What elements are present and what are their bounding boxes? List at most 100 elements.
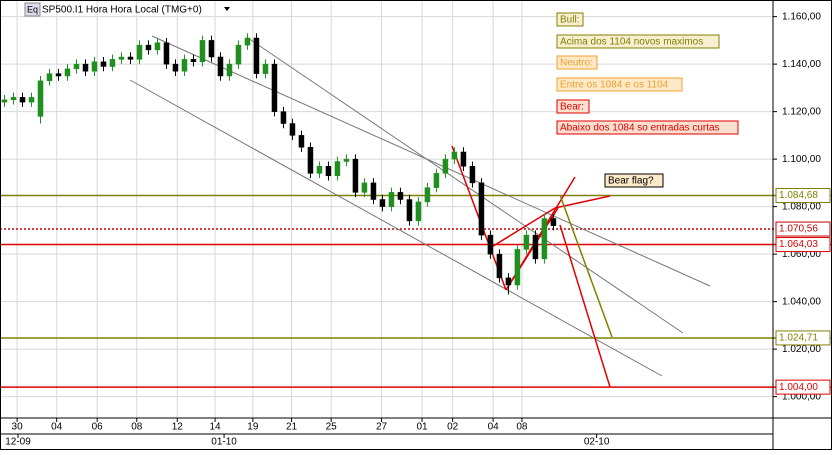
candle-body [361, 182, 368, 193]
candle-body [469, 166, 476, 184]
chart-title[interactable]: SP500.I1 Hora Hora Local (TMG+0) [42, 5, 202, 16]
x-tick-label: 27 [376, 422, 388, 433]
candle-body [262, 63, 269, 74]
candle-body [10, 97, 17, 100]
candles [1, 33, 557, 295]
y-tick-label: 1.080,00 [782, 201, 821, 212]
level-label-box [775, 237, 831, 253]
candle-body [460, 151, 467, 167]
candle-body [163, 42, 170, 65]
candle-body [181, 59, 188, 72]
candle-body [406, 199, 413, 222]
annotation-box [604, 173, 664, 188]
level-label: 1.070,56 [779, 224, 818, 235]
candle-body [280, 111, 287, 124]
candle-body [415, 201, 422, 222]
y-tick-label: 1.020,00 [782, 344, 821, 355]
axes: 1.000,00 1.020,00 1.040,00 1.060,00 1.080,00… [5, 11, 831, 448]
candle-body [298, 135, 305, 148]
candle-body [235, 44, 242, 65]
candle-body [442, 158, 449, 174]
symbol-icon[interactable] [24, 2, 41, 17]
candle-body [541, 218, 548, 260]
candle-body [325, 166, 332, 176]
candle-body [100, 61, 107, 67]
candle-body [397, 192, 404, 200]
annotation: Abaixo dos 1084 so entradas curtas [560, 123, 720, 134]
x-tick-label: 21 [286, 422, 298, 433]
candle-body [28, 97, 35, 103]
x-tick-label: 04 [51, 422, 63, 433]
candle-body [307, 147, 314, 174]
candle-body [505, 277, 512, 286]
candle-body [136, 44, 143, 60]
date-tick-label: 12-09 [5, 437, 31, 448]
x-tick-label: 19 [247, 422, 259, 433]
candle-body [172, 63, 179, 72]
annotation: Bear flag? [608, 176, 654, 187]
target-line [559, 194, 613, 338]
candle-body [199, 40, 206, 62]
candle-body [253, 37, 260, 74]
x-tick-label: 08 [516, 422, 528, 433]
candle-body [1, 99, 8, 103]
date-tick-label: 01-10 [211, 437, 237, 448]
candle-body [208, 40, 215, 58]
annotation: Bull: [560, 15, 579, 26]
candle-body [226, 63, 233, 77]
date-tick-label: 02-10 [584, 437, 610, 448]
candle-body [73, 63, 80, 70]
candle-body [343, 158, 350, 162]
y-tick-label: 1.040,00 [782, 296, 821, 307]
candle-body [91, 61, 98, 72]
annotation-box [556, 77, 683, 92]
level-label: 1.004,00 [779, 382, 818, 393]
candle-body [217, 56, 224, 77]
candle-body [118, 56, 125, 60]
candle-body [352, 158, 359, 193]
candle-body [289, 123, 296, 136]
annotation-box [556, 120, 739, 135]
annotation: Entre os 1084 e os 1104 [560, 80, 669, 91]
level-label: 1.084,68 [779, 190, 818, 201]
candle-body [55, 73, 62, 77]
y-tick-label: 1.120,00 [782, 106, 821, 117]
level-label: 1.024,71 [779, 333, 818, 344]
level-label-box [775, 188, 831, 204]
annotation-box [556, 34, 720, 49]
candle-body [451, 151, 458, 160]
level-label-box [775, 330, 831, 346]
candle-body [433, 173, 440, 188]
candle-body [316, 166, 323, 174]
y-tick-label: 1.140,00 [782, 59, 821, 70]
x-tick-label: 30 [12, 422, 24, 433]
candle-body [154, 42, 161, 51]
candle-body [64, 68, 71, 77]
annotation: Neutro: [560, 58, 593, 69]
candle-body [550, 218, 557, 226]
channel-line [129, 79, 663, 377]
candle-body [46, 73, 53, 81]
candle-body [496, 253, 503, 279]
y-tick-label: 1.000,00 [782, 391, 821, 402]
candle-body [523, 234, 530, 250]
x-tick-label: 02 [447, 422, 459, 433]
candle-body [388, 192, 395, 207]
x-tick-label: 25 [326, 422, 338, 433]
annotation-box [556, 99, 590, 114]
candle-body [532, 234, 539, 260]
annotation-box [556, 55, 598, 70]
pattern-line [505, 207, 559, 291]
x-tick-label: 12 [172, 422, 184, 433]
candle-body [379, 199, 386, 207]
candle-body [487, 234, 494, 255]
levels [0, 194, 832, 388]
candle-body [370, 182, 377, 200]
candle-body [37, 80, 44, 117]
dropdown-arrow[interactable] [224, 7, 230, 11]
candle-body [478, 182, 485, 236]
annotation-box [556, 12, 584, 27]
candle-body [271, 63, 278, 112]
symbol-icon-text: Eq [27, 4, 38, 14]
